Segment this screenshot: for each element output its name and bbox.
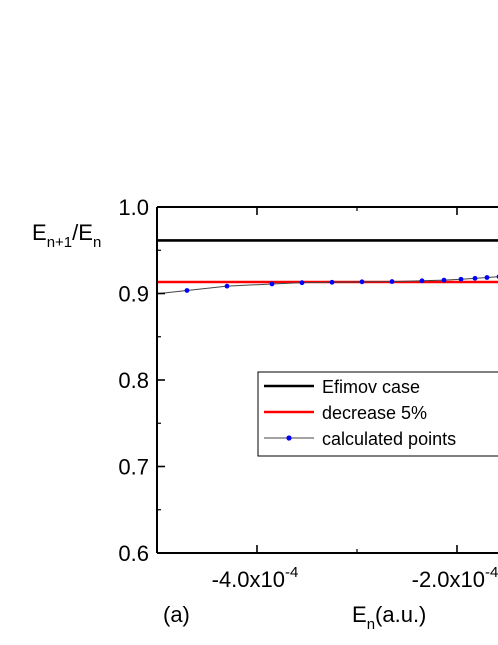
legend-label: decrease 5% [322, 403, 427, 423]
data-point [441, 277, 447, 283]
data-point [389, 279, 395, 284]
data-point [419, 278, 425, 284]
data-point [184, 288, 190, 293]
data-point [484, 275, 490, 280]
y-tick-label: 0.8 [118, 368, 149, 393]
series-line-calculated-points [157, 276, 498, 295]
legend-label: calculated points [322, 429, 456, 449]
y-tick-label: 0.9 [118, 282, 149, 307]
data-point [359, 279, 365, 285]
data-point [269, 281, 275, 287]
x-axis-title: En(a.u.) [352, 602, 426, 633]
y-tick-label: 1.0 [118, 195, 149, 220]
y-axis-title: En+1/En [32, 220, 101, 251]
panel-label: (a) [163, 602, 190, 627]
y-tick-label: 0.6 [118, 541, 149, 566]
plot-series-group [157, 239, 498, 295]
plot-area [157, 239, 498, 295]
axes: 0.6 0.7 0.8 0.9 1.0 -4.0x10-4 -2.0x10-4 [118, 195, 498, 592]
legend: Efimov case decrease 5% calculated points [257, 371, 498, 457]
x-tick-label: -2.0x10-4 [412, 564, 498, 592]
x-tick-label: -4.0x10-4 [212, 564, 299, 592]
data-point [458, 276, 464, 282]
y-tick-label: 0.7 [118, 455, 149, 480]
data-point [224, 283, 230, 289]
legend-label: Efimov case [322, 377, 420, 397]
data-point [299, 280, 305, 286]
data-point [329, 279, 335, 285]
legend-marker [286, 435, 292, 441]
data-point [472, 275, 478, 281]
